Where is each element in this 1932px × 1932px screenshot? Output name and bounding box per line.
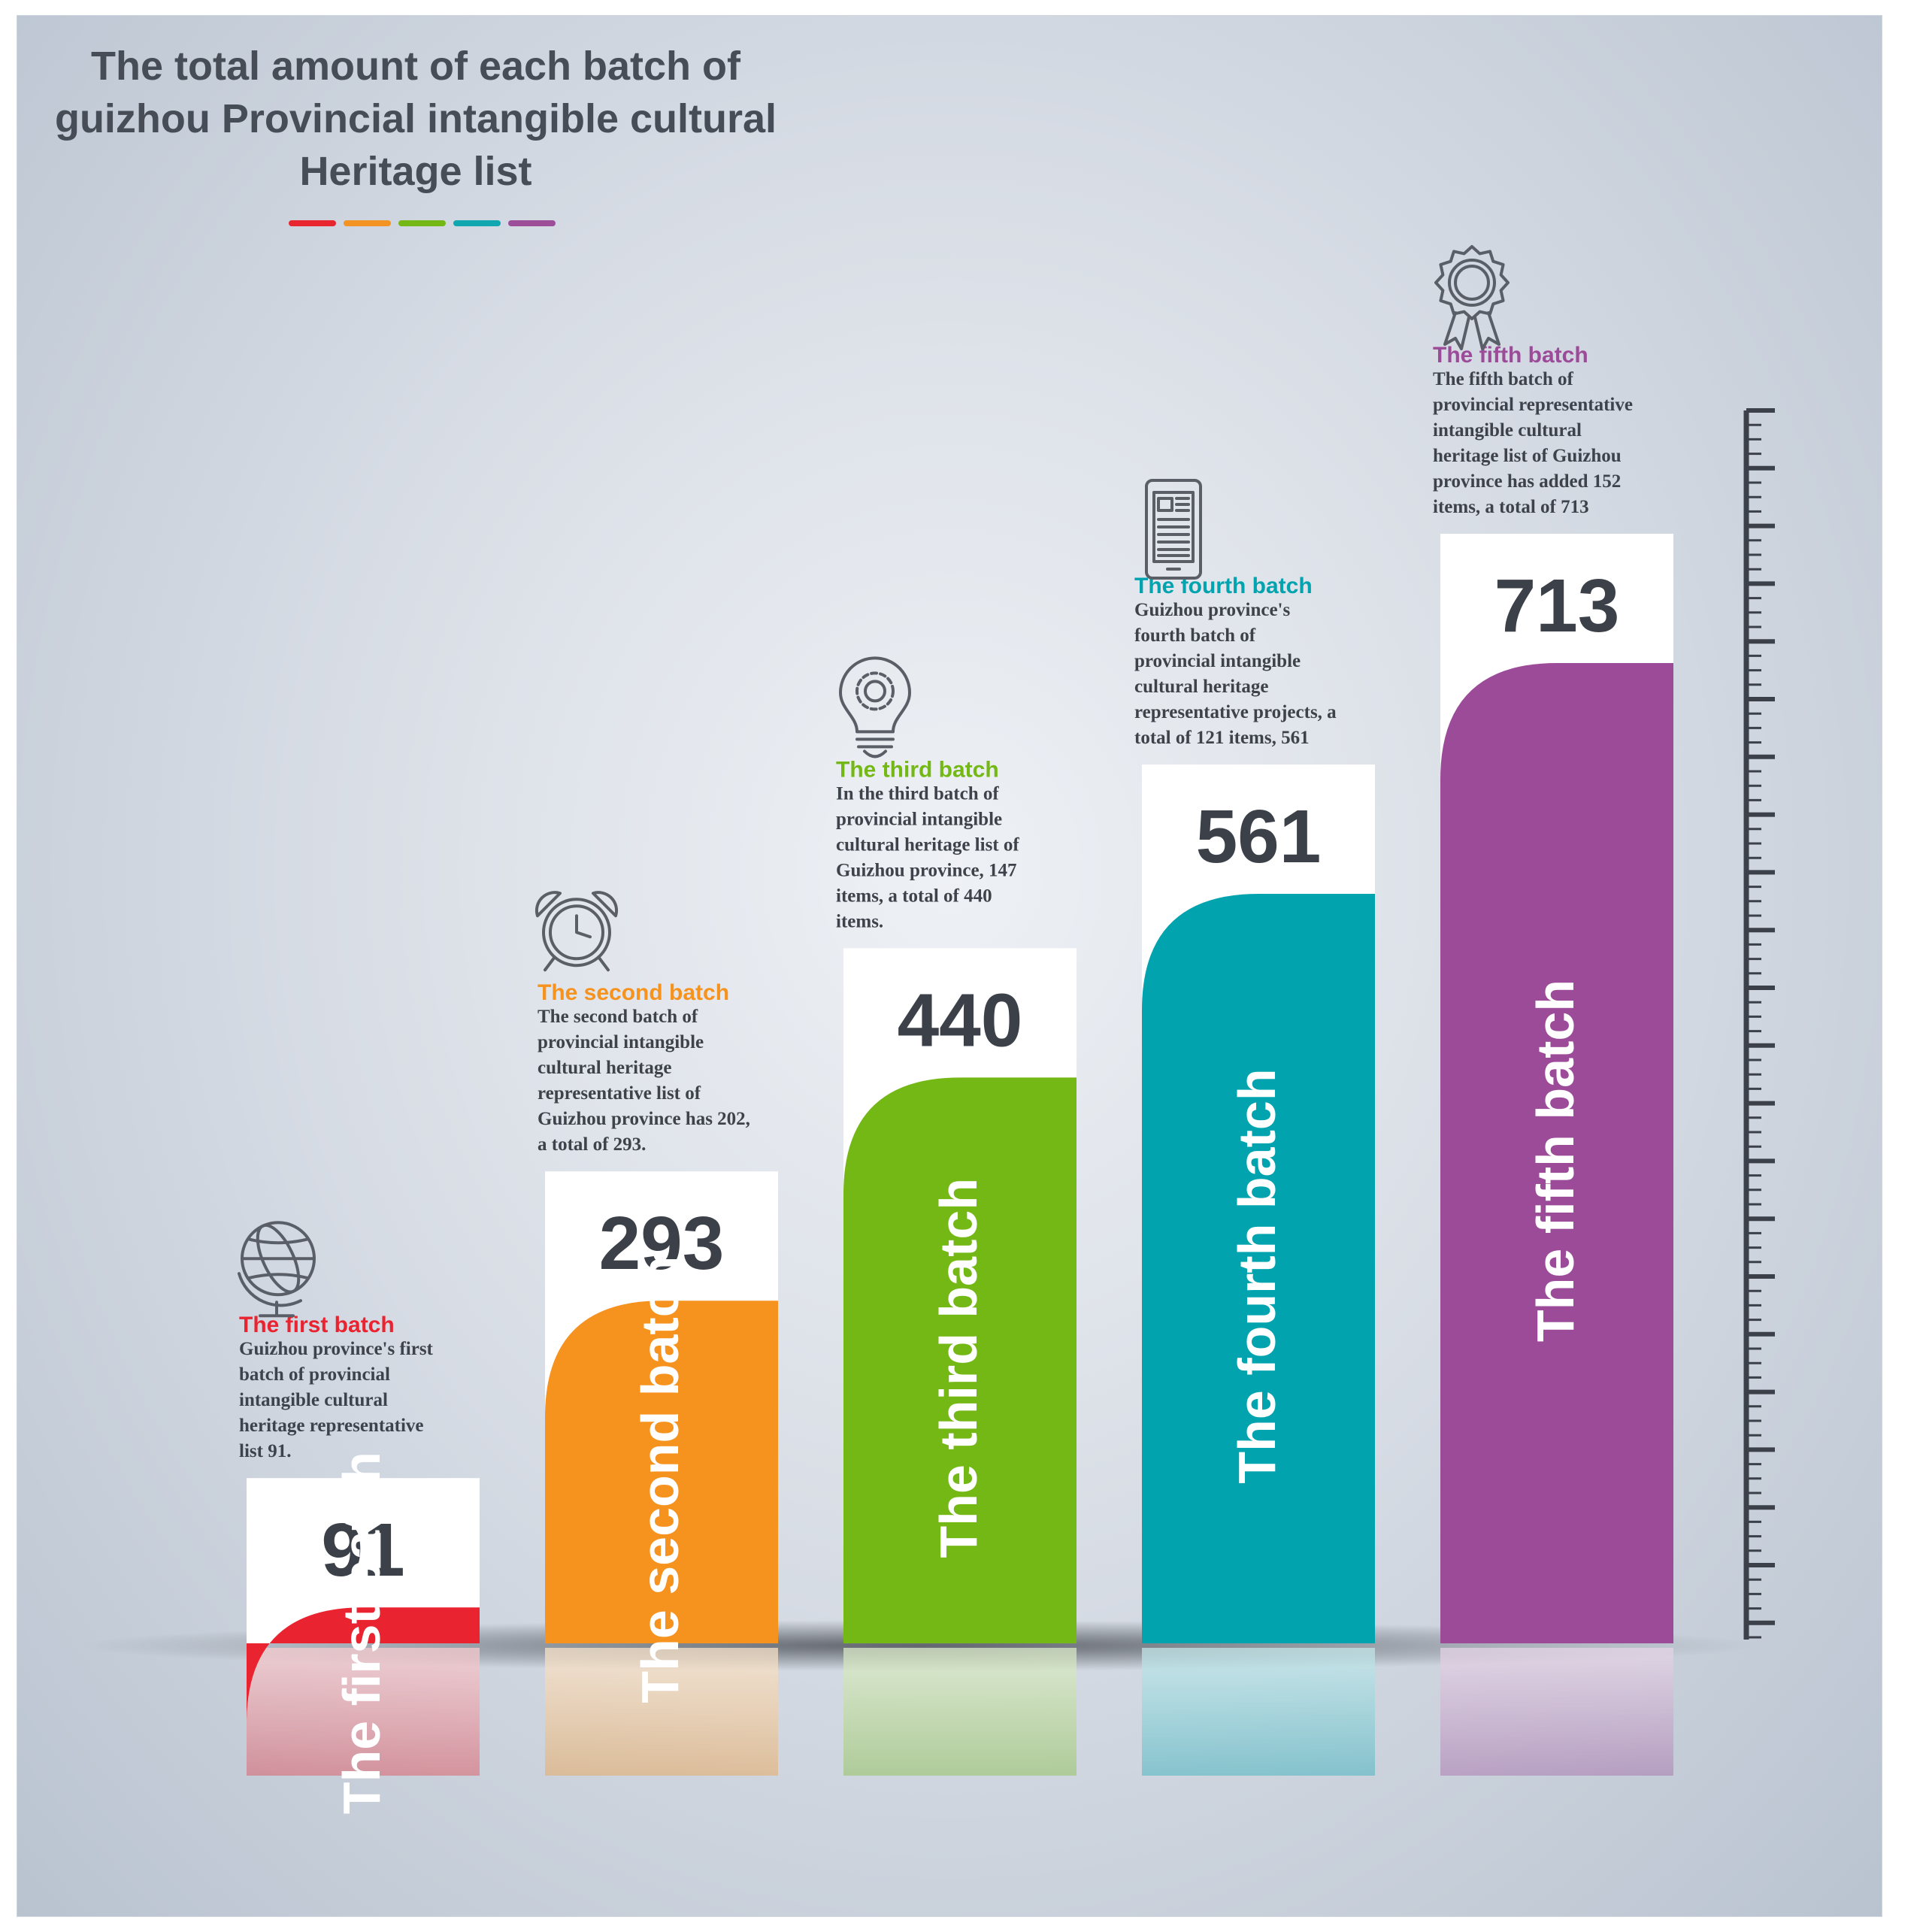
- title-line: Heritage list: [299, 149, 531, 194]
- caption-line: heritage representative: [239, 1416, 424, 1436]
- caption-line: intangible cultural: [239, 1390, 388, 1410]
- caption-line: provincial intangible: [1134, 651, 1301, 671]
- bar-reflections: [247, 1648, 1673, 1776]
- bar-reflection: [1440, 1648, 1673, 1776]
- caption-line: province has added 152: [1433, 471, 1621, 492]
- bar-reflection: [1142, 1648, 1375, 1776]
- title-line: guizhou Provincial intangible cultural: [55, 96, 777, 141]
- caption-title: The second batch: [538, 980, 729, 1005]
- caption-line: cultural heritage: [1134, 677, 1268, 697]
- caption-title: The fifth batch: [1433, 343, 1588, 368]
- bar-chart: The total amount of each batch of guizho…: [55, 44, 1775, 1814]
- lightbulb-gear-icon: [839, 656, 911, 759]
- bar-reflection: [247, 1648, 480, 1776]
- bar-label: The fourth batch: [1228, 1068, 1286, 1483]
- caption-line: Guizhou province has 202,: [538, 1109, 750, 1129]
- value-label: 713: [1494, 564, 1620, 648]
- caption-line: Guizhou province, 147: [836, 860, 1017, 880]
- bar: [1142, 893, 1375, 1643]
- award-medal-icon: [1434, 245, 1510, 350]
- bar-group: 440 The third batch: [843, 948, 1077, 1643]
- alarm-clock-icon: [534, 891, 619, 972]
- caption-line: items, a total of 440: [836, 886, 992, 906]
- bar-label: The second batch: [631, 1256, 689, 1703]
- caption-line: total of 121 items, 561: [1134, 728, 1310, 748]
- value-label: 91: [321, 1508, 404, 1592]
- caption-line: In the third batch of: [836, 783, 999, 804]
- caption-line: a total of 293.: [538, 1134, 646, 1155]
- chart-title: The total amount of each batch of guizho…: [55, 44, 777, 226]
- caption-line: Guizhou province's: [1134, 600, 1290, 620]
- caption-line: list 91.: [239, 1441, 291, 1461]
- bar: [545, 1301, 778, 1643]
- caption-line: items.: [836, 911, 883, 931]
- caption-line: provincial intangible: [836, 809, 1002, 829]
- globe-icon: [238, 1221, 316, 1318]
- value-label: 561: [1196, 795, 1322, 879]
- caption-line: Guizhou province's first: [239, 1339, 434, 1359]
- bar-group: 713 The fifth batch: [1440, 534, 1673, 1643]
- bar-reflection: [843, 1648, 1077, 1776]
- caption-line: The second batch of: [538, 1007, 698, 1027]
- caption-line: provincial representative: [1433, 395, 1633, 415]
- bar-label: The third batch: [929, 1178, 988, 1558]
- tablet-document-icon: [1145, 478, 1202, 580]
- caption-line: intangible cultural: [1433, 420, 1582, 441]
- bar-label: The fifth batch: [1526, 980, 1585, 1342]
- caption-line: items, a total of 713: [1433, 497, 1589, 517]
- bar: [247, 1607, 480, 1725]
- bar-reflection: [545, 1648, 778, 1776]
- caption-line: cultural heritage list of: [836, 834, 1019, 855]
- value-label: 293: [599, 1201, 725, 1285]
- caption-line: cultural heritage: [538, 1058, 671, 1078]
- caption-line: batch of provincial: [239, 1364, 390, 1385]
- bar: [1440, 663, 1673, 1643]
- title-line: The total amount of each batch of: [91, 44, 741, 89]
- bar-group: 561 The fourth batch: [1142, 764, 1375, 1643]
- caption-line: heritage list of Guizhou: [1433, 446, 1622, 466]
- bar: [843, 1077, 1077, 1643]
- bar-label: The first batch: [332, 1452, 391, 1814]
- value-label: 440: [898, 978, 1023, 1062]
- caption-line: representative projects, a: [1134, 702, 1337, 722]
- caption-title: The third batch: [836, 757, 999, 782]
- ruler-scale: [1743, 408, 1775, 1640]
- caption-line: The fifth batch of: [1433, 369, 1573, 389]
- infographic-canvas: The total amount of each batch of guizho…: [17, 15, 1882, 1917]
- caption-line: representative list of: [538, 1083, 701, 1104]
- caption-line: provincial intangible: [538, 1032, 704, 1052]
- caption-line: fourth batch of: [1134, 625, 1256, 646]
